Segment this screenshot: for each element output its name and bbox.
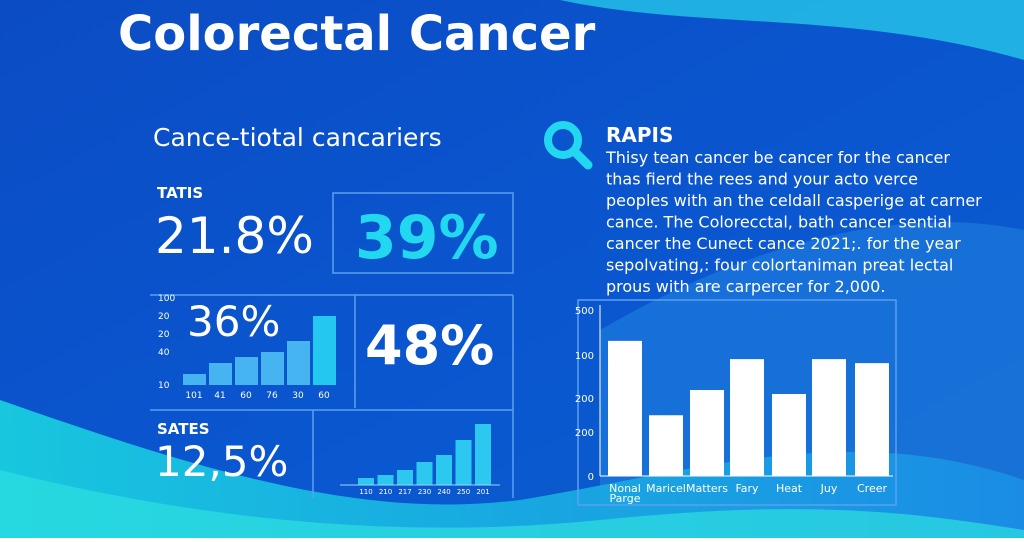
- subtitle: Cance-tiotal cancariers: [153, 123, 442, 152]
- x-tick-label: 60: [240, 391, 252, 401]
- wave: [0, 400, 1024, 538]
- bar: [608, 340, 642, 476]
- x-tick-label: Juy: [820, 482, 838, 495]
- x-tick-label: Heat: [776, 482, 803, 495]
- bar: [235, 357, 258, 385]
- x-tick-label: 60: [318, 391, 330, 401]
- stat-value: 36%: [187, 297, 280, 346]
- title: Colorectal Cancer: [118, 6, 596, 62]
- x-tick-label: 210: [379, 488, 392, 496]
- x-tick-label: Fary: [735, 482, 759, 495]
- bar: [261, 352, 284, 385]
- bar: [436, 455, 452, 485]
- search-icon: [544, 121, 593, 170]
- bar: [812, 359, 846, 476]
- y-tick-label: 500: [575, 306, 594, 317]
- bar: [455, 440, 472, 485]
- bar: [313, 316, 336, 385]
- bar: [377, 475, 394, 485]
- y-tick-label: 200: [575, 394, 594, 405]
- y-tick-label: 100: [575, 351, 594, 362]
- x-tick-label: 201: [476, 488, 489, 496]
- x-tick-label: 101: [185, 391, 202, 401]
- wave: [0, 470, 1024, 538]
- y-tick-label: 20: [158, 312, 170, 322]
- x-tick-label: 240: [437, 488, 450, 496]
- bar: [772, 393, 806, 476]
- stat-value: 39%: [355, 203, 499, 273]
- x-tick-label: Nonal Parge: [609, 482, 641, 505]
- x-tick-label: 250: [457, 488, 470, 496]
- bar: [416, 462, 433, 485]
- stat-value: 21.8%: [155, 207, 314, 265]
- bar: [183, 374, 206, 385]
- panel-heading: RAPIS: [606, 123, 673, 147]
- bar: [730, 359, 764, 476]
- y-tick-label: 20: [158, 330, 170, 340]
- bar: [855, 363, 889, 476]
- stat-label: SATES: [157, 420, 210, 438]
- frames: [150, 192, 897, 506]
- y-tick-label: 0: [588, 472, 594, 483]
- panel-text: sepolvating,: four colortaniman preat le…: [606, 256, 953, 275]
- x-tick-label: 217: [398, 488, 411, 496]
- y-tick-label: 40: [158, 348, 170, 358]
- x-tick-label: Creer: [857, 482, 887, 495]
- x-tick-label: 110: [359, 488, 372, 496]
- bar: [358, 478, 374, 485]
- x-tick-label: 41: [214, 391, 225, 401]
- wave: [560, 0, 1024, 60]
- x-tick-label: Matters: [686, 482, 728, 495]
- bar: [287, 341, 310, 385]
- panel-text: cancer the Cunect cance 2021;. for the y…: [606, 234, 961, 253]
- x-tick-label: 76: [266, 391, 278, 401]
- panel-text: thas fierd the rees and your acto verce: [606, 170, 918, 189]
- y-tick-label: 200: [575, 428, 594, 439]
- panel-text: cance. The Colorecctal, bath cancer sent…: [606, 213, 952, 232]
- x-tick-label: 30: [292, 391, 304, 401]
- bar: [397, 470, 413, 485]
- bar: [649, 415, 683, 476]
- x-tick-label: 230: [418, 488, 431, 496]
- y-tick-label: 100: [158, 294, 175, 304]
- y-tick-label: 10: [158, 381, 170, 391]
- stat-value: 48%: [365, 314, 494, 377]
- panel-text: peoples with an the celdall casperige at…: [606, 191, 982, 210]
- stat-label: TATIS: [157, 184, 203, 202]
- bar: [475, 424, 491, 485]
- panel-text: prous with are carpercer for 2,000.: [606, 277, 885, 296]
- x-tick-label: Maricel: [646, 482, 686, 495]
- bar: [209, 363, 232, 385]
- stat-value: 12,5%: [155, 437, 288, 486]
- bar: [690, 390, 724, 476]
- panel-text: Thisy tean cancer be cancer for the canc…: [605, 148, 950, 167]
